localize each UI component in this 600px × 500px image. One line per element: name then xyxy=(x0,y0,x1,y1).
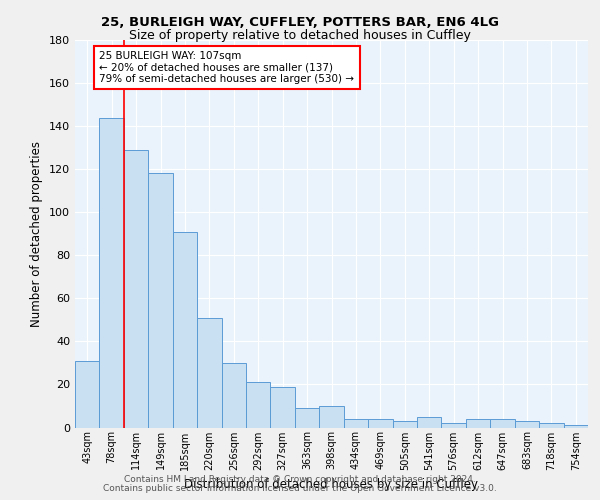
Bar xyxy=(100,118,124,428)
Bar xyxy=(221,363,246,428)
Bar xyxy=(319,406,344,427)
Text: 25 BURLEIGH WAY: 107sqm
← 20% of detached houses are smaller (137)
79% of semi-d: 25 BURLEIGH WAY: 107sqm ← 20% of detache… xyxy=(100,51,355,84)
Bar xyxy=(124,150,148,427)
Bar xyxy=(442,423,466,428)
Y-axis label: Number of detached properties: Number of detached properties xyxy=(31,141,43,327)
Bar xyxy=(197,318,221,428)
Text: Size of property relative to detached houses in Cuffley: Size of property relative to detached ho… xyxy=(129,28,471,42)
Bar xyxy=(539,423,563,428)
Bar xyxy=(246,382,271,428)
Bar xyxy=(148,174,173,428)
Bar xyxy=(466,419,490,428)
Bar xyxy=(271,386,295,428)
Text: Contains HM Land Registry data © Crown copyright and database right 2024.: Contains HM Land Registry data © Crown c… xyxy=(124,475,476,484)
X-axis label: Distribution of detached houses by size in Cuffley: Distribution of detached houses by size … xyxy=(185,478,479,491)
Bar xyxy=(563,426,588,428)
Bar xyxy=(490,419,515,428)
Text: 25, BURLEIGH WAY, CUFFLEY, POTTERS BAR, EN6 4LG: 25, BURLEIGH WAY, CUFFLEY, POTTERS BAR, … xyxy=(101,16,499,29)
Bar xyxy=(417,416,442,428)
Bar xyxy=(515,421,539,428)
Bar xyxy=(173,232,197,428)
Bar xyxy=(392,421,417,428)
Bar xyxy=(295,408,319,428)
Bar xyxy=(344,419,368,428)
Bar xyxy=(368,419,392,428)
Text: Contains public sector information licensed under the Open Government Licence v3: Contains public sector information licen… xyxy=(103,484,497,493)
Bar xyxy=(75,361,100,428)
